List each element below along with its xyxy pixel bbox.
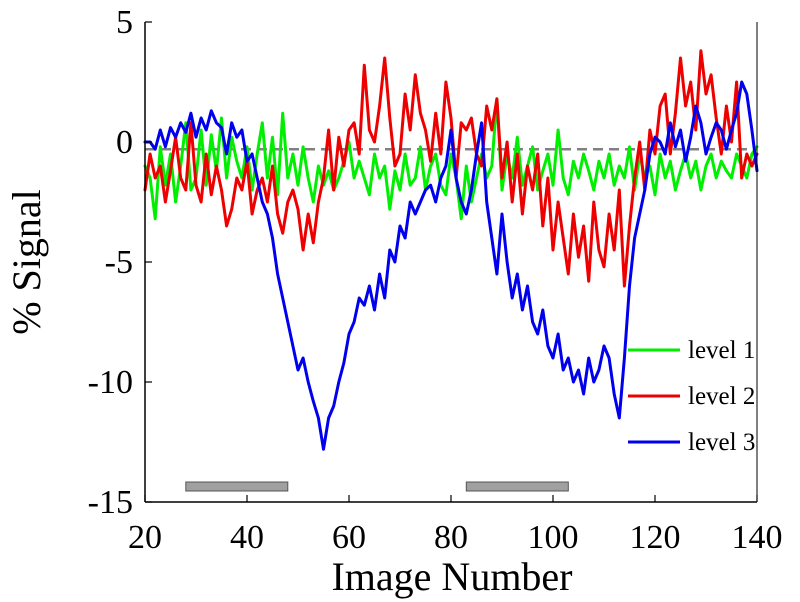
x-tick-label: 80 xyxy=(434,519,468,556)
y-axis-label: % Signal xyxy=(4,189,49,335)
x-tick-label: 20 xyxy=(128,519,162,556)
tick-labels: 20 40 60 80 100 120 140 -15 -10 -5 0 5 xyxy=(88,4,783,556)
y-tick-label: -10 xyxy=(88,364,133,401)
series-lines xyxy=(143,49,759,451)
legend-label-level-3: level 3 xyxy=(688,429,755,456)
x-tick-label: 120 xyxy=(630,519,681,556)
y-tick-label: -15 xyxy=(88,484,133,521)
axes xyxy=(144,21,758,503)
x-tick-label: 40 xyxy=(230,519,264,556)
x-tick-label: 60 xyxy=(332,519,366,556)
y-tick-label: 5 xyxy=(116,4,133,41)
x-tick-label: 100 xyxy=(528,519,579,556)
y-tick-label: 0 xyxy=(116,124,133,161)
series-line-level-3 xyxy=(143,80,759,451)
stimulus-block-1 xyxy=(185,481,289,492)
legend-label-level-1: level 1 xyxy=(688,337,755,364)
series-line-level-1 xyxy=(143,97,759,221)
series-line-level-2 xyxy=(143,49,759,288)
y-tick-label: -5 xyxy=(105,244,133,281)
legend: level 1 level 2 level 3 xyxy=(628,337,755,456)
x-tick-label: 140 xyxy=(732,519,783,556)
legend-label-level-2: level 2 xyxy=(688,383,755,410)
x-axis-label: Image Number xyxy=(331,554,572,599)
stimulus-block-2 xyxy=(465,481,569,492)
stimulus-blocks xyxy=(185,481,569,492)
